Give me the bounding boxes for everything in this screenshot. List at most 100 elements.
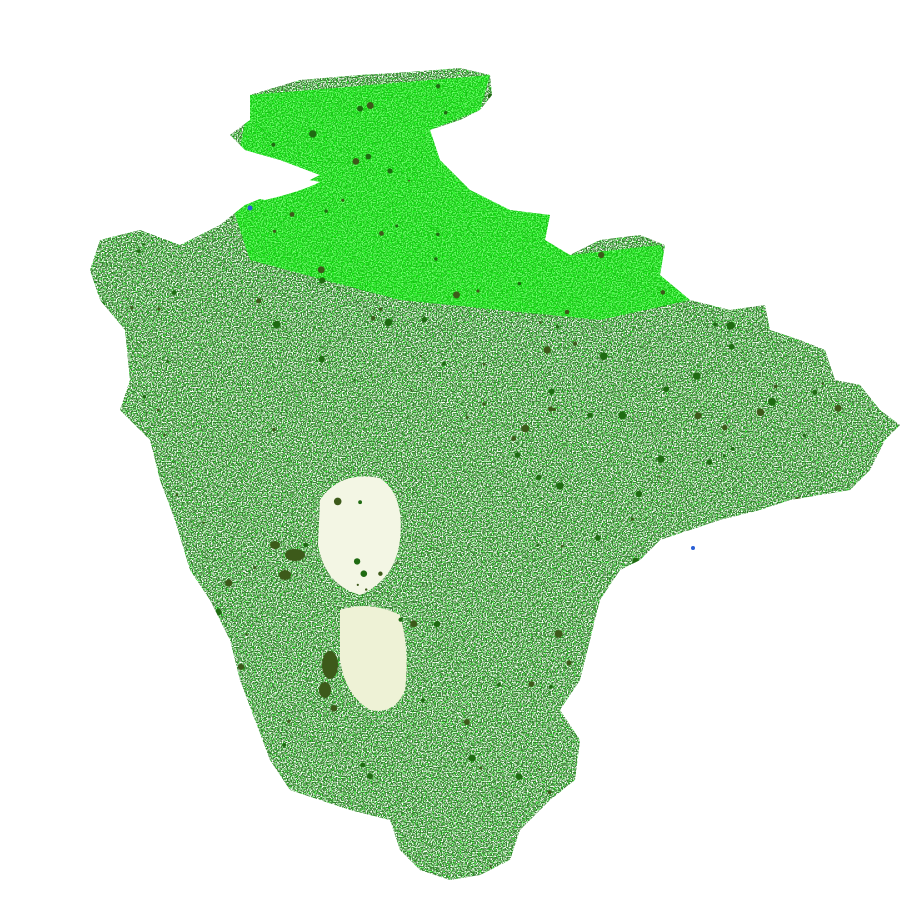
woodland-patch xyxy=(185,211,193,218)
woodland-patch xyxy=(384,841,388,844)
woodland-patch xyxy=(756,408,765,417)
woodland-patch xyxy=(800,513,807,519)
woodland-patch xyxy=(360,570,368,577)
woodland-patch xyxy=(157,93,164,100)
woodland-patch xyxy=(795,796,803,804)
woodland-patch xyxy=(816,795,821,800)
woodland-patch xyxy=(192,164,198,170)
woodland-patch xyxy=(282,743,287,747)
woodland-patch xyxy=(818,844,822,849)
woodland-patch xyxy=(856,733,863,740)
woodland-patch xyxy=(528,681,535,687)
woodland-patch xyxy=(202,521,206,524)
woodland-patch xyxy=(175,493,179,497)
woodland-patch xyxy=(150,712,156,717)
woodland-patch xyxy=(365,153,372,160)
woodland-patch xyxy=(112,677,119,683)
woodland-patch xyxy=(543,346,551,354)
woodland-patch xyxy=(410,389,413,392)
woodland-patch xyxy=(371,315,376,321)
woodland-patch xyxy=(713,322,718,327)
woodland-patch xyxy=(163,745,172,754)
woodland-patch xyxy=(166,359,169,363)
woodland-patch xyxy=(465,416,469,419)
woodland-patch xyxy=(482,362,486,366)
woodland-patch xyxy=(754,603,760,608)
woodland-patch xyxy=(881,654,887,660)
woodland-patch xyxy=(152,839,159,846)
woodland-patch xyxy=(799,799,808,808)
woodland-patch xyxy=(356,583,359,587)
woodland-patch xyxy=(538,321,542,324)
woodland-patch xyxy=(141,623,148,630)
woodland-patch xyxy=(150,493,155,498)
woodland-patch xyxy=(618,411,627,420)
woodland-patch xyxy=(353,378,356,382)
woodland-patch xyxy=(433,620,441,628)
woodland-patch xyxy=(749,545,753,548)
woodland-patch xyxy=(379,231,384,236)
woodland-patch xyxy=(834,404,842,412)
woodland-patch xyxy=(536,543,540,547)
woodland-patch xyxy=(360,762,366,768)
woodland-patch xyxy=(879,561,884,565)
woodland-patch xyxy=(319,277,326,284)
woodland-patch xyxy=(773,384,778,389)
woodland-patch xyxy=(322,815,330,823)
woodland-patch xyxy=(781,572,786,577)
woodland-patch xyxy=(479,766,483,770)
woodland-patch xyxy=(833,210,842,218)
woodland-patch xyxy=(854,805,860,812)
woodland-patch xyxy=(317,266,325,274)
woodland-patch xyxy=(566,660,572,666)
woodland-patch xyxy=(357,105,364,112)
woodland-patch xyxy=(748,288,752,292)
woodland-patch xyxy=(521,424,530,433)
woodland-patch xyxy=(692,618,698,625)
woodland-patch xyxy=(289,212,295,217)
woodland-patch xyxy=(548,684,553,689)
woodland-patch xyxy=(157,652,164,658)
woodland-patch xyxy=(366,102,374,109)
woodland-patch xyxy=(365,588,368,591)
woodland-patch xyxy=(128,190,135,197)
woodland-patch xyxy=(224,822,228,826)
woodland-patch xyxy=(142,395,147,399)
woodland-patch xyxy=(641,172,644,176)
woodland-patch xyxy=(767,300,770,303)
moorland-south xyxy=(340,606,407,711)
woodland-patch xyxy=(663,386,670,393)
woodland-patch xyxy=(352,158,360,165)
woodland-patch xyxy=(787,124,794,131)
woodland-patch xyxy=(657,776,661,780)
woodland-patch xyxy=(823,163,827,168)
woodland-patch xyxy=(155,89,159,93)
woodland-patch xyxy=(584,115,591,122)
woodland-patch xyxy=(595,535,601,541)
woodland-patch xyxy=(750,601,759,610)
woodland-patch xyxy=(497,682,501,687)
woodland-patch xyxy=(309,130,317,138)
woodland-patch xyxy=(728,343,735,350)
woodland-patch xyxy=(215,398,218,401)
woodland-patch xyxy=(272,229,277,233)
woodland-patch xyxy=(487,93,493,99)
woodland-patch xyxy=(635,490,643,498)
woodland-patch xyxy=(694,412,702,420)
woodland-patch xyxy=(556,482,564,490)
woodland-patch xyxy=(812,389,818,395)
moorland-north xyxy=(318,476,401,595)
woodland-patch xyxy=(157,307,161,311)
woodland-patch xyxy=(215,608,222,616)
woodland-patch xyxy=(245,633,248,636)
woodland-patch xyxy=(100,177,103,180)
woodland-patch xyxy=(143,576,146,579)
woodland-patch xyxy=(621,85,629,93)
woodland-patch xyxy=(554,630,563,638)
woodland-patch xyxy=(658,475,661,478)
woodland-patch xyxy=(881,141,886,146)
woodland-patch xyxy=(462,148,467,153)
woodland-patch xyxy=(861,155,869,163)
woodland-patch xyxy=(659,605,664,610)
